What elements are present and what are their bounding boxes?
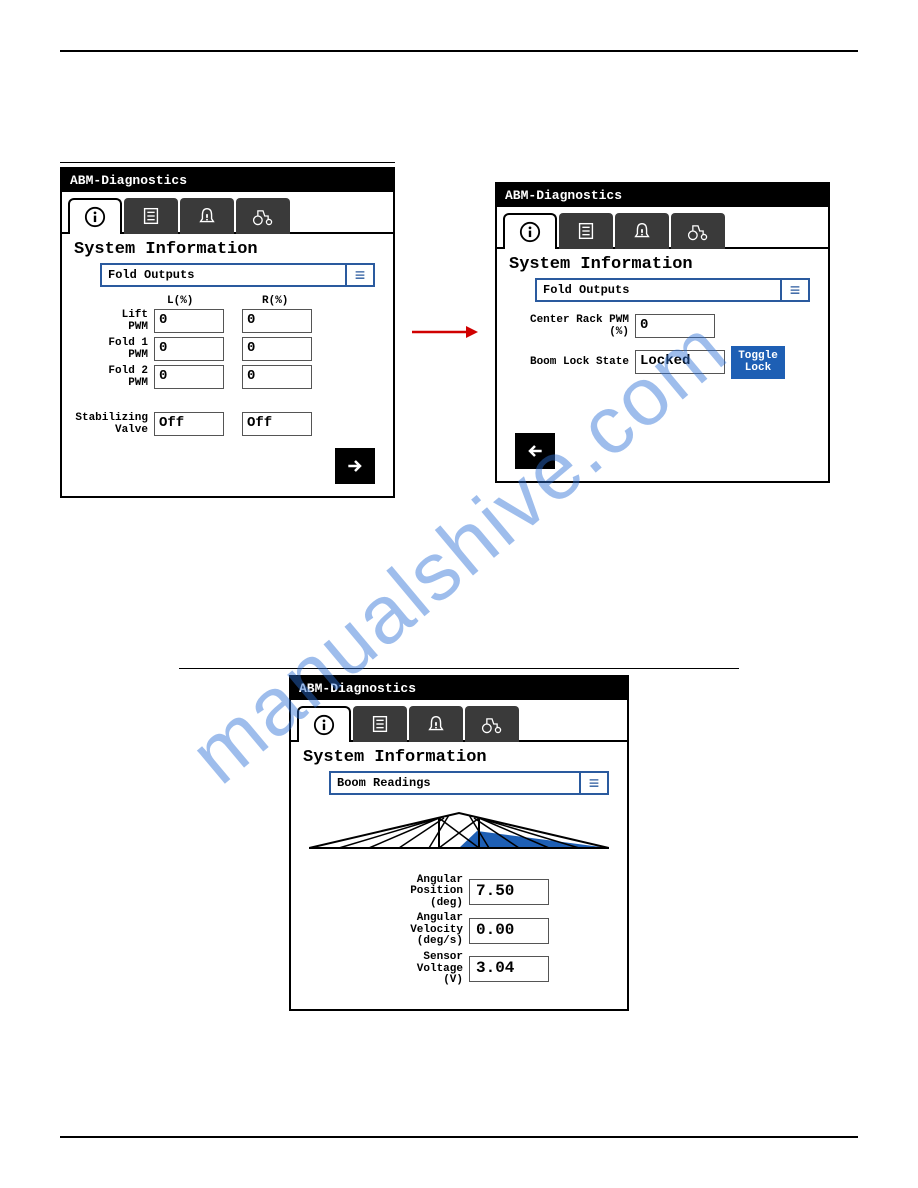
tab-info[interactable] xyxy=(503,213,557,249)
panel-fold-outputs-1: ABM-Diagnostics System Information Fold … xyxy=(60,167,395,498)
nav-bar xyxy=(497,423,828,481)
tab-alert[interactable] xyxy=(615,213,669,249)
dropdown-button-icon[interactable]: ≡ xyxy=(581,771,609,795)
red-arrow-icon xyxy=(410,322,480,342)
table-row: Lift PWM 0 0 xyxy=(62,307,393,335)
dropdown-fold-outputs[interactable]: Fold Outputs ≡ xyxy=(100,263,375,287)
figure-row-top: ABM-Diagnostics System Information Fold … xyxy=(60,167,858,498)
value-field: 0.00 xyxy=(469,918,549,944)
row-label: Center Rack PWM (%) xyxy=(497,314,635,338)
panel-fold-outputs-2: ABM-Diagnostics System Information Fold … xyxy=(495,182,830,482)
column-headers: L(%) R(%) xyxy=(62,295,393,307)
row-label: Fold 2 PWM xyxy=(62,365,154,389)
toggle-lock-button[interactable]: Toggle Lock xyxy=(731,346,785,378)
value-field-l: 0 xyxy=(154,337,224,361)
value-field-r: 0 xyxy=(242,309,312,333)
arrow-right-icon xyxy=(344,456,366,476)
table-row: Fold 1 PWM 0 0 xyxy=(62,335,393,363)
tab-info[interactable] xyxy=(68,198,122,234)
table-row: Stabilizing Valve Off Off xyxy=(62,410,393,438)
list-icon xyxy=(140,205,162,227)
tab-machine[interactable] xyxy=(236,198,290,234)
value-field-l: Off xyxy=(154,412,224,436)
panel-title: ABM-Diagnostics xyxy=(62,169,393,192)
prev-button[interactable] xyxy=(515,433,555,469)
row-label: Boom Lock State xyxy=(497,356,635,368)
dropdown-value: Fold Outputs xyxy=(100,263,347,287)
dropdown-boom-readings[interactable]: Boom Readings ≡ xyxy=(329,771,609,795)
value-field-r: 0 xyxy=(242,365,312,389)
tractor-icon xyxy=(686,220,710,242)
dropdown-value: Fold Outputs xyxy=(535,278,782,302)
bell-icon xyxy=(631,220,653,242)
info-icon xyxy=(313,714,335,736)
panel-title: ABM-Diagnostics xyxy=(497,184,828,207)
tab-row xyxy=(62,192,393,234)
boom-truss-icon xyxy=(309,803,609,855)
tab-machine[interactable] xyxy=(465,706,519,742)
table-row: Angular Position (deg) 7.50 xyxy=(291,873,627,912)
table-row: Angular Velocity (deg/s) 0.00 xyxy=(291,911,627,950)
arrow-divider xyxy=(410,322,480,342)
section-rule-1 xyxy=(60,162,395,163)
tab-row xyxy=(291,700,627,742)
info-icon xyxy=(519,221,541,243)
row-label: Stabilizing Valve xyxy=(62,412,154,436)
row-label: Lift PWM xyxy=(62,309,154,333)
value-field: 3.04 xyxy=(469,956,549,982)
nav-bar xyxy=(62,438,393,496)
value-field: 7.50 xyxy=(469,879,549,905)
boom-graphic xyxy=(291,803,627,855)
system-heading: System Information xyxy=(497,247,828,278)
next-button[interactable] xyxy=(335,448,375,484)
row-label: Fold 1 PWM xyxy=(62,337,154,361)
tractor-icon xyxy=(251,205,275,227)
system-heading: System Information xyxy=(291,740,627,771)
tab-list[interactable] xyxy=(124,198,178,234)
tab-row xyxy=(497,207,828,249)
tractor-icon xyxy=(480,713,504,735)
info-icon xyxy=(84,206,106,228)
list-icon xyxy=(369,713,391,735)
table-row: Boom Lock State Locked Toggle Lock xyxy=(497,342,828,382)
value-field-l: 0 xyxy=(154,309,224,333)
dropdown-fold-outputs[interactable]: Fold Outputs ≡ xyxy=(535,278,810,302)
bell-icon xyxy=(196,205,218,227)
bottom-rule xyxy=(60,1136,858,1138)
value-field: 0 xyxy=(635,314,715,338)
value-field: Locked xyxy=(635,350,725,374)
tab-info[interactable] xyxy=(297,706,351,742)
system-heading: System Information xyxy=(62,232,393,263)
section-rule-2 xyxy=(179,668,739,669)
table-row: Center Rack PWM (%) 0 xyxy=(497,310,828,342)
bell-icon xyxy=(425,713,447,735)
tab-alert[interactable] xyxy=(409,706,463,742)
tab-list[interactable] xyxy=(559,213,613,249)
arrow-left-icon xyxy=(524,441,546,461)
table-row: Sensor Voltage (V) 3.04 xyxy=(291,950,627,989)
tab-alert[interactable] xyxy=(180,198,234,234)
col-header-r: R(%) xyxy=(262,295,288,307)
list-icon xyxy=(575,220,597,242)
top-rule xyxy=(60,50,858,52)
tab-list[interactable] xyxy=(353,706,407,742)
tab-machine[interactable] xyxy=(671,213,725,249)
panel-title: ABM-Diagnostics xyxy=(291,677,627,700)
dropdown-button-icon[interactable]: ≡ xyxy=(782,278,810,302)
row-label: Sensor Voltage (V) xyxy=(369,952,469,987)
row-label: Angular Position (deg) xyxy=(369,875,469,910)
dropdown-value: Boom Readings xyxy=(329,771,581,795)
panel-boom-readings: ABM-Diagnostics System Information xyxy=(289,675,629,1011)
col-header-l: L(%) xyxy=(167,295,262,307)
table-row: Fold 2 PWM 0 0 xyxy=(62,363,393,391)
value-field-r: 0 xyxy=(242,337,312,361)
value-field-r: Off xyxy=(242,412,312,436)
row-label: Angular Velocity (deg/s) xyxy=(369,913,469,948)
dropdown-button-icon[interactable]: ≡ xyxy=(347,263,375,287)
value-field-l: 0 xyxy=(154,365,224,389)
